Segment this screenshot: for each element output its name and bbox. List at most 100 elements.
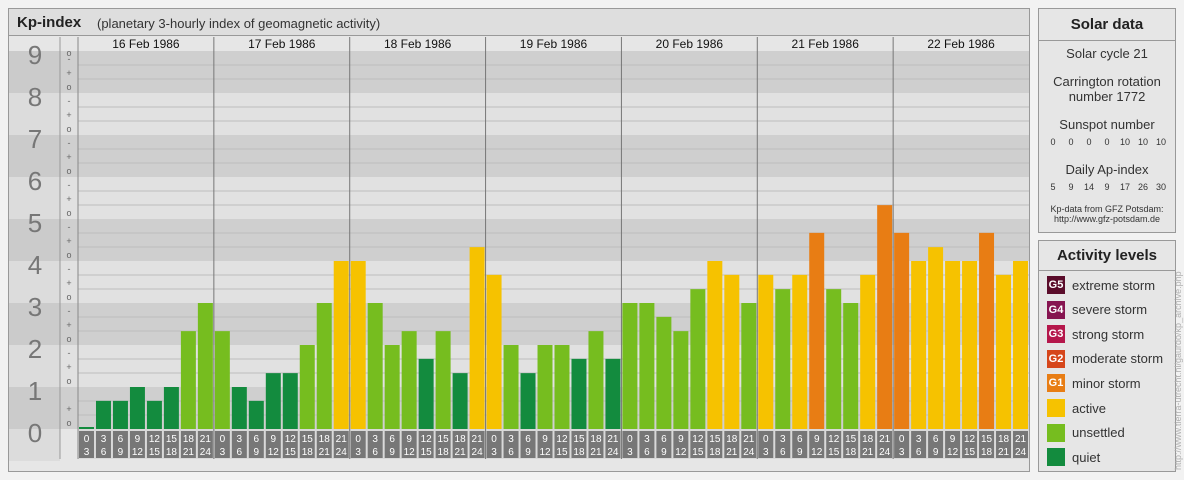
kp-bar xyxy=(520,373,536,429)
kp-bar xyxy=(571,358,587,429)
y-tick-label: 4 xyxy=(28,250,42,280)
interval-tick xyxy=(146,431,162,458)
minor-mark: - xyxy=(68,222,71,232)
sunspot-label: Sunspot number xyxy=(1059,117,1155,132)
interval-tick xyxy=(265,431,281,458)
y-label-band xyxy=(9,261,60,303)
carrington-line1: Carrington rotation xyxy=(1053,74,1161,89)
interval-start: 6 xyxy=(389,434,395,445)
day-label: 20 Feb 1986 xyxy=(656,37,724,51)
kp-bar xyxy=(418,358,434,429)
minor-mark: + xyxy=(66,362,71,372)
interval-end: 18 xyxy=(573,447,585,458)
day-label: 19 Feb 1986 xyxy=(520,37,588,51)
kp-bar xyxy=(163,387,179,429)
interval-start: 12 xyxy=(149,434,161,445)
kp-bar xyxy=(401,331,417,429)
legend-swatch xyxy=(1047,399,1065,417)
interval-end: 15 xyxy=(149,447,161,458)
interval-tick xyxy=(180,431,196,458)
ap-value: 14 xyxy=(1083,182,1094,192)
kp-bar xyxy=(299,345,315,429)
interval-end: 9 xyxy=(525,447,531,458)
interval-end: 3 xyxy=(355,447,361,458)
legend-label: severe storm xyxy=(1072,302,1148,318)
interval-end: 21 xyxy=(998,447,1010,458)
interval-tick xyxy=(401,431,417,458)
interval-tick xyxy=(248,431,264,458)
interval-end: 12 xyxy=(947,447,959,458)
legend-label: extreme storm xyxy=(1072,277,1156,293)
interval-tick xyxy=(214,431,230,458)
minor-mark: + xyxy=(66,404,71,414)
kp-bar xyxy=(129,387,145,429)
interval-start: 0 xyxy=(355,434,361,445)
interval-start: 9 xyxy=(814,434,820,445)
source-link[interactable]: http://www.gfz-potsdam.de xyxy=(1053,214,1161,224)
interval-tick xyxy=(503,431,519,458)
grid-band xyxy=(60,177,1029,219)
ap-values: 5 9 14 9 17 26 30 xyxy=(1039,182,1175,192)
interval-end: 21 xyxy=(590,447,602,458)
ap-label: Daily Ap-index xyxy=(1065,162,1149,177)
interval-start: 9 xyxy=(406,434,412,445)
interval-tick xyxy=(299,431,315,458)
minor-mark: + xyxy=(66,194,71,204)
minor-mark: - xyxy=(68,138,71,148)
legend-label: minor storm xyxy=(1072,375,1141,391)
interval-tick xyxy=(112,431,128,458)
carrington-line2: number 1772 xyxy=(1068,89,1146,104)
y-tick-label: 2 xyxy=(28,334,42,364)
interval-end: 6 xyxy=(780,447,786,458)
legend-item: G2 moderate storm xyxy=(1047,349,1163,369)
ap-value: 17 xyxy=(1119,182,1130,192)
interval-end: 24 xyxy=(1015,447,1027,458)
interval-tick xyxy=(537,431,553,458)
interval-start: 21 xyxy=(879,434,891,445)
interval-end: 24 xyxy=(879,447,891,458)
interval-tick xyxy=(639,431,655,458)
y-label-band xyxy=(9,135,60,177)
legend-label: quiet xyxy=(1072,449,1101,465)
solar-divider xyxy=(1039,40,1175,41)
y-label-band xyxy=(9,177,60,219)
interval-start: 9 xyxy=(950,434,956,445)
interval-tick xyxy=(79,431,94,458)
legend-item: G3 strong storm xyxy=(1047,324,1144,344)
y-tick-label: 1 xyxy=(28,376,42,406)
kp-bar xyxy=(792,274,808,429)
interval-end: 6 xyxy=(916,447,922,458)
interval-end: 9 xyxy=(118,447,124,458)
interval-start: 6 xyxy=(118,434,124,445)
chart-title: Kp-index xyxy=(17,14,82,31)
interval-tick xyxy=(877,431,893,458)
sunspot-value: 0 xyxy=(1068,137,1074,147)
interval-end: 15 xyxy=(828,447,840,458)
sunspot-value: 0 xyxy=(1104,137,1110,147)
interval-start: 6 xyxy=(797,434,803,445)
interval-tick xyxy=(129,431,145,458)
kp-bar xyxy=(877,205,893,429)
legend-divider xyxy=(1039,270,1175,271)
minor-mark: - xyxy=(68,348,71,358)
interval-tick xyxy=(163,431,179,458)
kp-bar xyxy=(350,261,366,429)
interval-end: 21 xyxy=(183,447,195,458)
y-label-band xyxy=(9,93,60,135)
day-label: 21 Feb 1986 xyxy=(792,37,860,51)
interval-start: 3 xyxy=(508,434,514,445)
activity-levels-title: Activity levels xyxy=(1056,247,1158,264)
minor-mark: o xyxy=(66,418,71,428)
interval-end: 3 xyxy=(84,447,90,458)
grid-band xyxy=(60,93,1029,135)
interval-start: 3 xyxy=(237,434,243,445)
y-label-band xyxy=(9,51,60,93)
kp-bar xyxy=(843,303,859,429)
kp-bar xyxy=(775,289,791,429)
interval-end: 3 xyxy=(627,447,633,458)
sunspot-value: 0 xyxy=(1086,137,1092,147)
interval-tick xyxy=(469,431,485,458)
y-tick-label: 7 xyxy=(28,124,42,154)
interval-start: 3 xyxy=(916,434,922,445)
interval-tick xyxy=(571,431,587,458)
